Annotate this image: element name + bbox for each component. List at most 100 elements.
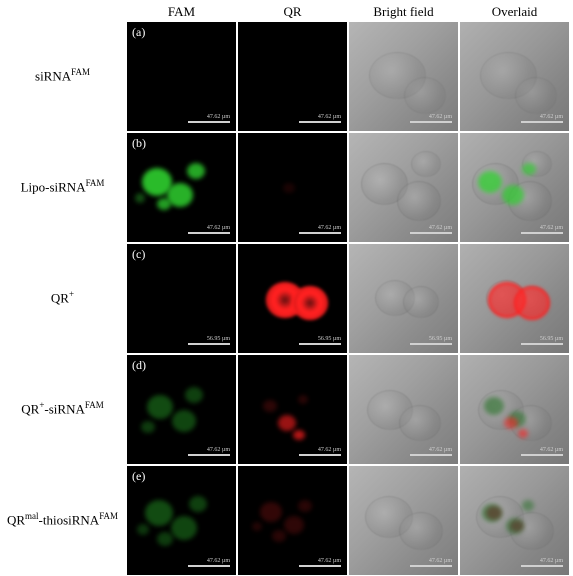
panel-r0-c0: (a)47.62 µm [127, 22, 236, 131]
blob [172, 410, 196, 432]
blob [484, 397, 504, 415]
scalebar [188, 454, 230, 456]
blob [141, 421, 155, 433]
blob [189, 496, 207, 512]
cell [399, 512, 443, 550]
panel-r2-c2: 56.95 µm [349, 244, 458, 353]
blob [272, 530, 286, 542]
panel-letter: (b) [132, 136, 146, 151]
scalebar-label: 47.62 µm [429, 558, 452, 564]
scalebar [410, 454, 452, 456]
panel-letter: (e) [132, 469, 145, 484]
blob [502, 185, 524, 205]
panel-r3-c3: 47.62 µm [460, 355, 569, 464]
panel-letter: (d) [132, 358, 146, 373]
cell [397, 181, 441, 221]
scalebar-label: 47.62 µm [318, 447, 341, 453]
scalebar-label: 47.62 µm [540, 447, 563, 453]
panel-r3-c0: (d)47.62 µm [127, 355, 236, 464]
panel-r4-c1: 47.62 µm [238, 466, 347, 575]
scalebar [521, 121, 563, 123]
scalebar [410, 232, 452, 234]
blob [145, 500, 173, 526]
scalebar-label: 47.62 µm [429, 447, 452, 453]
blob [157, 532, 173, 546]
blob [522, 163, 536, 175]
scalebar [299, 232, 341, 234]
cell [515, 77, 557, 114]
panel-r2-c0: (c) 56.95 µm [127, 244, 236, 353]
blob [478, 171, 502, 193]
scalebar-label: 47.62 µm [207, 225, 230, 231]
blob [185, 387, 203, 403]
panel-r1-c3: 47.62 µm [460, 133, 569, 242]
scalebar [188, 121, 230, 123]
blob [298, 500, 312, 512]
cell [404, 77, 446, 114]
scalebar [299, 121, 341, 123]
blob [157, 198, 171, 210]
panel-r3-c2: 47.62 µm [349, 355, 458, 464]
blob [278, 415, 296, 431]
scalebar-label: 47.62 µm [207, 558, 230, 564]
cell [514, 286, 550, 320]
figure-grid: FAMQRBright fieldOverlaidsiRNAFAMLipo-si… [0, 0, 573, 576]
row-label-4: QRmal-thiosiRNAFAM [0, 512, 125, 528]
scalebar [188, 565, 230, 567]
panel-r4-c3: 47.62 µm [460, 466, 569, 575]
scalebar-label: 47.62 µm [318, 558, 341, 564]
scalebar-label: 47.62 µm [429, 225, 452, 231]
blob [260, 502, 282, 522]
panel-r2-c3: 56.95 µm [460, 244, 569, 353]
panel-r1-c2: 47.62 µm [349, 133, 458, 242]
scalebar-label: 47.62 µm [540, 558, 563, 564]
scalebar [299, 565, 341, 567]
scalebar-label: 47.62 µm [318, 114, 341, 120]
blob [486, 506, 502, 520]
col-header-2: Bright field [349, 4, 458, 20]
col-header-0: FAM [127, 4, 236, 20]
scalebar-label: 56.95 µm [207, 336, 230, 342]
scalebar [521, 454, 563, 456]
col-header-1: QR [238, 4, 347, 20]
panel-r0-c1: 47.62 µm [238, 22, 347, 131]
scalebar [521, 232, 563, 234]
row-label-3: QR+-siRNAFAM [0, 401, 125, 417]
scalebar [299, 454, 341, 456]
panel-letter: (c) [132, 247, 145, 262]
scalebar [521, 343, 563, 345]
cell [399, 405, 441, 441]
blob [137, 524, 149, 535]
scalebar-label: 47.62 µm [318, 225, 341, 231]
blob [522, 500, 534, 511]
panel-r0-c3: 47.62 µm [460, 22, 569, 131]
scalebar-label: 47.62 µm [429, 114, 452, 120]
scalebar-label: 56.95 µm [540, 336, 563, 342]
panel-r3-c1: 47.62 µm [238, 355, 347, 464]
panel-r4-c2: 47.62 µm [349, 466, 458, 575]
scalebar-label: 47.62 µm [207, 114, 230, 120]
scalebar-label: 47.62 µm [540, 114, 563, 120]
row-label-0: siRNAFAM [0, 68, 125, 84]
blob [283, 183, 295, 193]
blob [510, 520, 524, 532]
blob [298, 395, 308, 404]
blob [284, 516, 304, 534]
scalebar [299, 343, 341, 345]
blob [187, 163, 205, 179]
scalebar-label: 56.95 µm [429, 336, 452, 342]
scalebar [188, 343, 230, 345]
scalebar [410, 565, 452, 567]
scalebar-label: 56.95 µm [318, 336, 341, 342]
row-label-2: QR+ [0, 290, 125, 306]
blob [263, 400, 277, 412]
panel-r0-c2: 47.62 µm [349, 22, 458, 131]
panel-r1-c0: (b) 47.62 µm [127, 133, 236, 242]
blob [135, 193, 145, 203]
blob [504, 417, 518, 429]
scalebar-label: 47.62 µm [540, 225, 563, 231]
scalebar [521, 565, 563, 567]
cell [411, 151, 441, 177]
cell [292, 286, 328, 320]
panel-r2-c1: 56.95 µm [238, 244, 347, 353]
